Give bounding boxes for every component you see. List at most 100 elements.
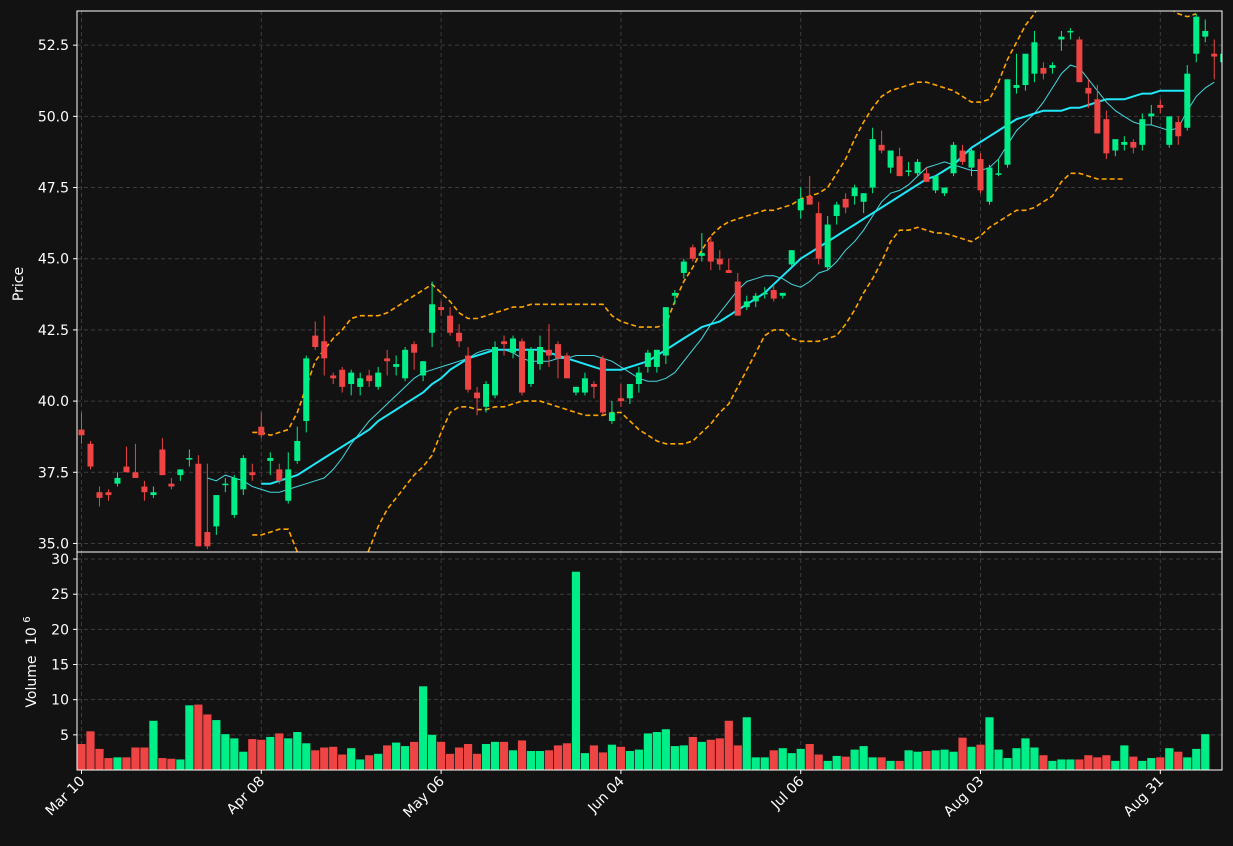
candlestick bbox=[1076, 36, 1083, 83]
candlestick bbox=[1103, 110, 1110, 160]
candle-body bbox=[177, 469, 184, 476]
volume-bar bbox=[751, 757, 760, 770]
candlestick bbox=[950, 141, 957, 177]
volume-bar bbox=[383, 745, 392, 770]
volume-bar bbox=[841, 756, 850, 770]
volume-bar bbox=[1039, 755, 1048, 770]
candlestick bbox=[276, 463, 283, 484]
candle-body bbox=[851, 187, 858, 197]
volume-bar bbox=[886, 760, 895, 770]
candle-body bbox=[941, 187, 948, 194]
candle-body bbox=[519, 341, 526, 393]
volume-bar bbox=[823, 760, 832, 770]
candle-body bbox=[779, 292, 786, 296]
price-ytick-label: 47.5 bbox=[38, 181, 69, 197]
price-ytick-label: 37.5 bbox=[38, 465, 69, 481]
candle-body bbox=[797, 198, 804, 211]
candlestick bbox=[474, 386, 481, 416]
candlestick bbox=[87, 440, 94, 470]
candle-body bbox=[986, 167, 993, 202]
candle-body bbox=[186, 458, 193, 460]
candle-body bbox=[1058, 36, 1065, 40]
candle-body bbox=[581, 378, 588, 393]
volume-bar bbox=[706, 739, 715, 770]
candle-body bbox=[240, 458, 247, 490]
candlestick bbox=[510, 335, 517, 359]
volume-bar bbox=[481, 743, 491, 770]
volume-bar bbox=[985, 717, 994, 770]
candle-body bbox=[447, 315, 454, 333]
xtick-label: Mar 10 bbox=[43, 774, 89, 820]
candle-body bbox=[294, 440, 301, 461]
volume-axis-label-multiplier: 10 bbox=[24, 627, 40, 645]
volume-panel-frame bbox=[76, 551, 1223, 771]
volume-bar bbox=[868, 757, 877, 770]
volume-bar bbox=[895, 760, 904, 770]
candle-body bbox=[258, 426, 265, 436]
candle-body bbox=[545, 349, 552, 356]
candlestick bbox=[258, 412, 265, 439]
candlestick bbox=[1193, 13, 1200, 63]
candle-body bbox=[276, 469, 283, 481]
volume-ytick-label: 20 bbox=[51, 622, 69, 638]
price-ytick-label: 50.0 bbox=[38, 109, 69, 125]
candlestick bbox=[770, 284, 777, 302]
candle-body bbox=[1211, 53, 1218, 57]
candlestick bbox=[797, 187, 804, 219]
candlestick bbox=[141, 480, 148, 501]
candle-body bbox=[896, 156, 903, 177]
volume-bar bbox=[194, 704, 203, 770]
candlestick bbox=[1112, 139, 1119, 157]
candle-body bbox=[195, 463, 202, 547]
volume-bar bbox=[320, 747, 329, 770]
volume-bar bbox=[248, 739, 257, 770]
volume-axis-label: Volume 10 6 bbox=[22, 616, 40, 707]
candle-body bbox=[1085, 87, 1092, 94]
volume-bar bbox=[787, 753, 796, 770]
xtick-label: Jul 06 bbox=[768, 773, 808, 813]
candlestick bbox=[285, 452, 292, 504]
candlestick bbox=[177, 469, 184, 481]
candlestick bbox=[438, 301, 445, 316]
candlestick bbox=[312, 321, 319, 350]
candle-body bbox=[743, 301, 750, 308]
volume-bar bbox=[212, 720, 221, 770]
candlestick bbox=[357, 372, 364, 396]
volume-bar bbox=[347, 748, 356, 770]
candle-body bbox=[411, 344, 418, 353]
candlestick bbox=[483, 381, 490, 413]
volume-bar bbox=[1165, 748, 1174, 770]
volume-bar bbox=[1030, 747, 1039, 770]
candlestick bbox=[1121, 136, 1128, 151]
volume-bar bbox=[239, 751, 248, 770]
candlestick bbox=[303, 355, 310, 433]
candlestick bbox=[402, 346, 409, 382]
candle-body bbox=[312, 335, 319, 347]
candle-body bbox=[608, 412, 615, 422]
candle-body bbox=[536, 346, 543, 365]
candlestick bbox=[869, 127, 876, 194]
candlestick bbox=[456, 324, 463, 347]
volume-bar bbox=[877, 757, 886, 770]
candle-body bbox=[1139, 119, 1146, 145]
candle-body bbox=[375, 372, 382, 387]
candlestick bbox=[1148, 104, 1155, 125]
volume-bar bbox=[589, 745, 599, 770]
candle-body bbox=[510, 338, 517, 353]
candlestick bbox=[123, 446, 130, 473]
volume-bar bbox=[437, 741, 446, 770]
volume-bar bbox=[185, 705, 194, 770]
candlestick bbox=[923, 167, 930, 182]
volume-bar bbox=[1066, 759, 1075, 770]
volume-bar bbox=[562, 743, 572, 770]
volume-bar bbox=[535, 751, 545, 770]
volume-axis-label-main: Volume bbox=[24, 656, 40, 708]
candle-body bbox=[402, 349, 409, 379]
volume-bar bbox=[1201, 734, 1210, 770]
candlestick bbox=[608, 401, 615, 424]
candlestick bbox=[572, 386, 579, 396]
candlestick bbox=[833, 201, 840, 225]
volume-bar bbox=[1093, 757, 1102, 770]
volume-bar bbox=[670, 746, 679, 770]
candlestick bbox=[375, 366, 382, 390]
